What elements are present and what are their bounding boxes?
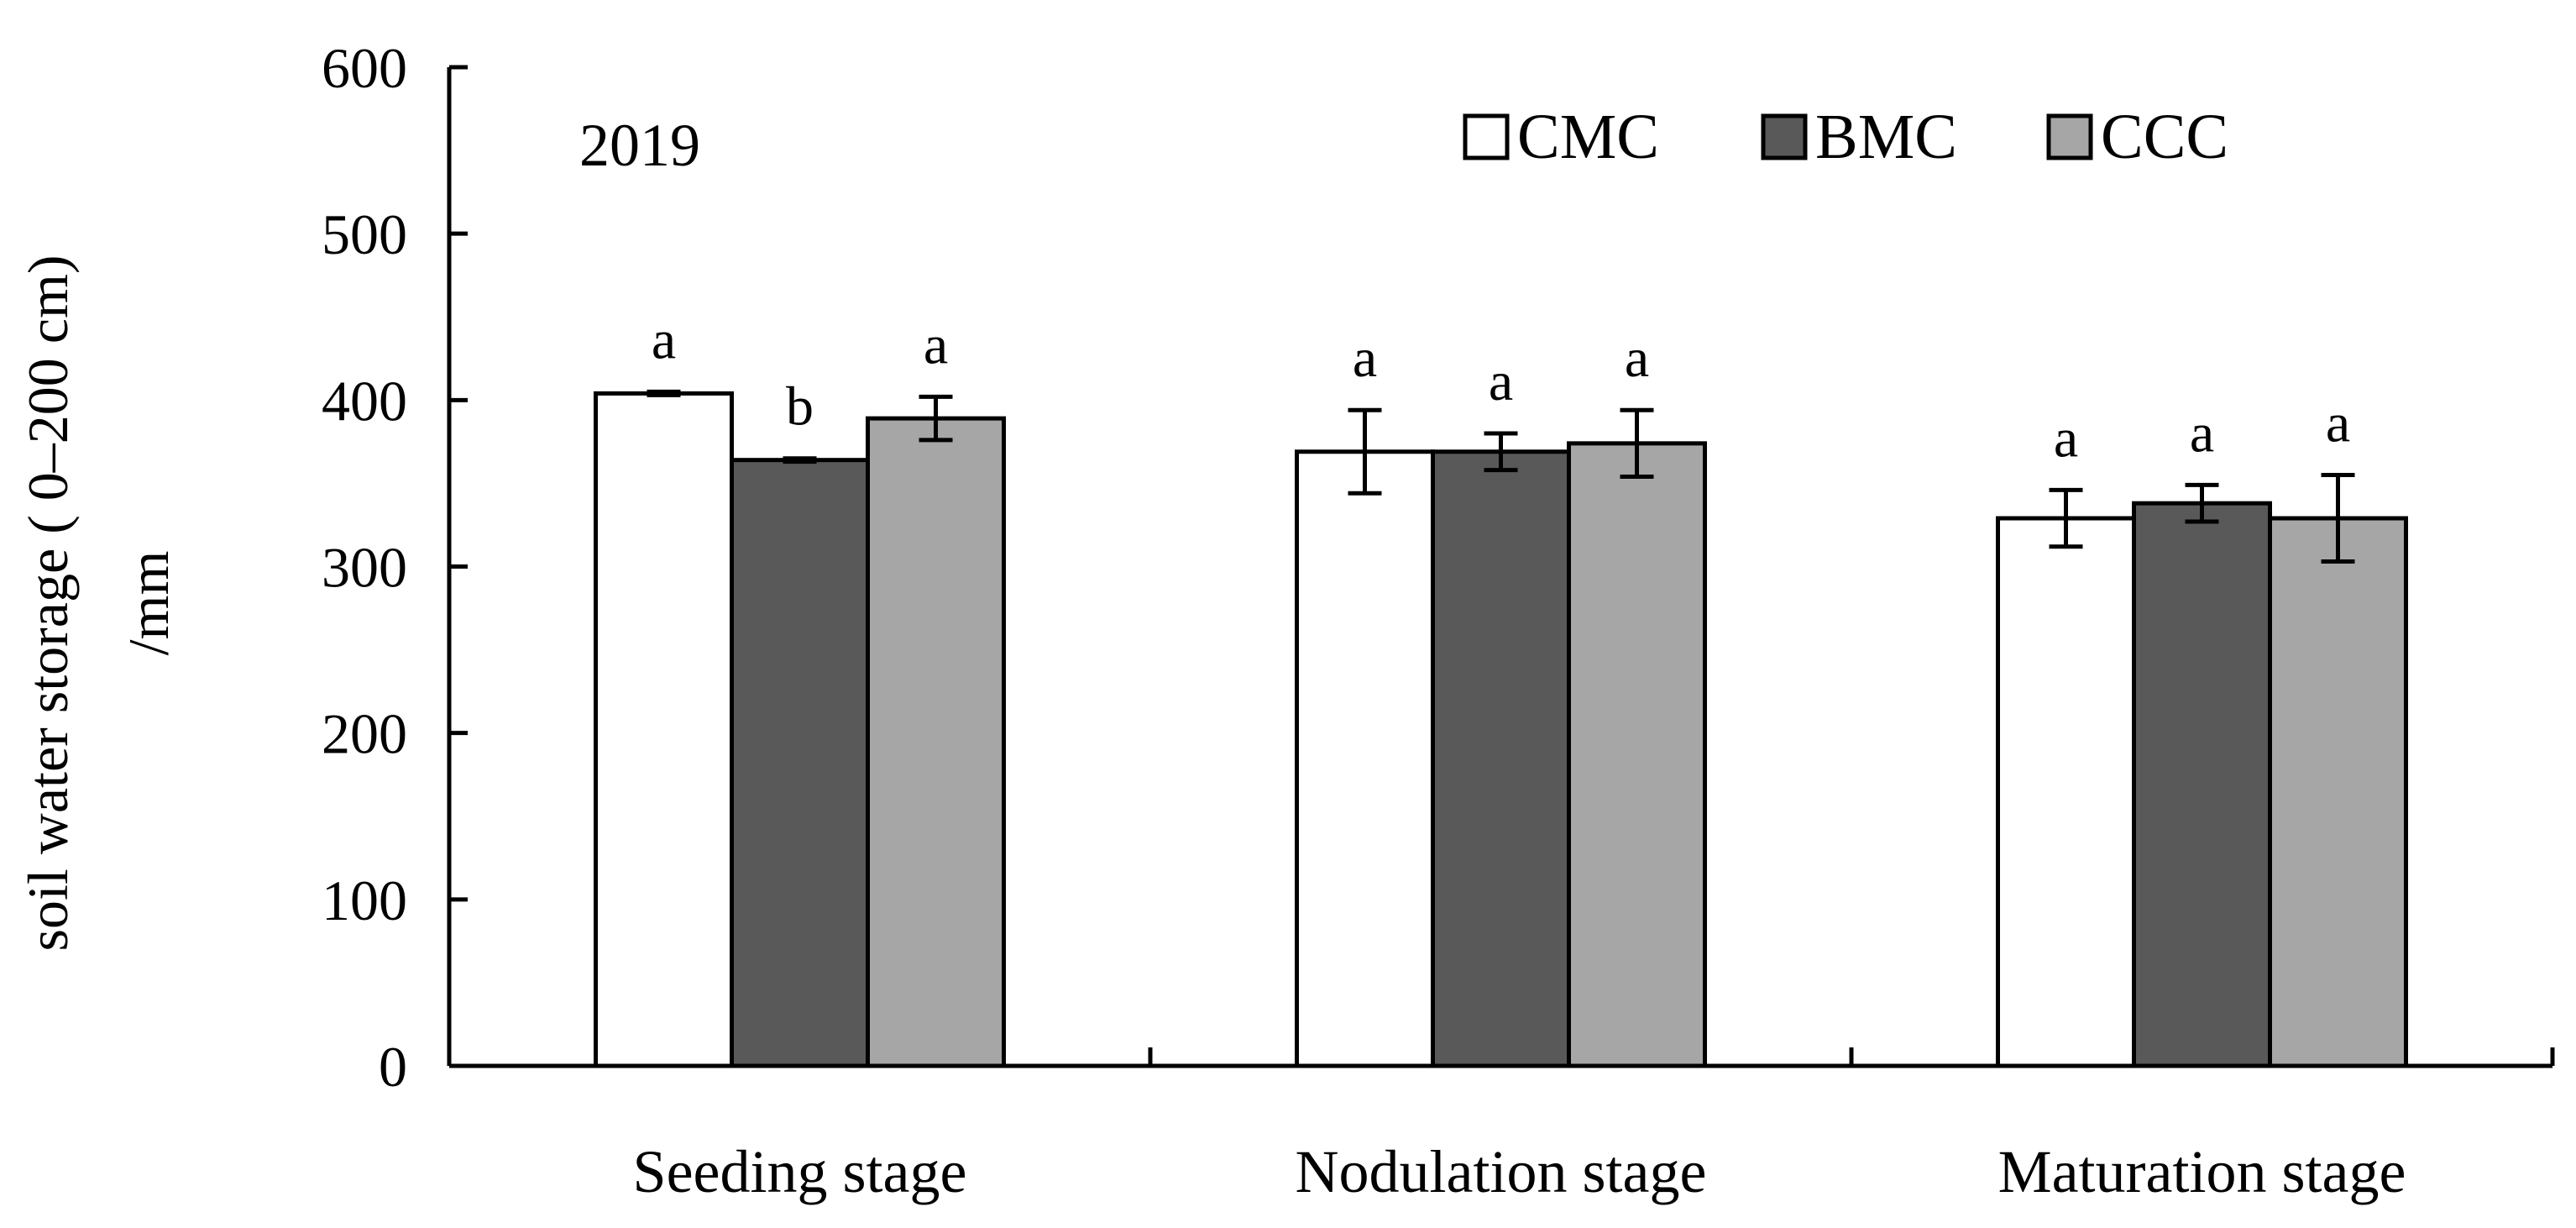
significance-letter: a <box>924 314 948 375</box>
bar-cmc <box>1996 516 2136 1068</box>
legend-swatch-cmc <box>1463 113 1510 160</box>
significance-letter: a <box>1489 351 1513 412</box>
y-tick-label: 100 <box>322 869 407 932</box>
significance-letter: a <box>2326 393 2350 454</box>
significance-letters: a b a a a a a a a <box>652 309 2350 469</box>
significance-letter: a <box>1353 328 1377 389</box>
bar-ccc <box>866 416 1006 1068</box>
x-tick-label: Seeding stage <box>633 1138 967 1205</box>
legend: CMC BMC CCC <box>1463 102 2228 172</box>
bar-ccc <box>2268 516 2408 1068</box>
bar-cmc <box>594 391 734 1068</box>
y-tick-label: 0 <box>379 1035 407 1099</box>
y-axis-title-line-1: soil water storage ( 0–200 cm) <box>16 255 80 952</box>
bar-ccc <box>1567 441 1707 1068</box>
y-axis-title-line-2: /mm <box>117 551 181 656</box>
significance-letter: a <box>2190 402 2214 464</box>
error-bars <box>647 389 2355 564</box>
significance-letter: b <box>786 376 814 438</box>
legend-label-bmc: BMC <box>1815 102 1957 172</box>
x-tick-label: Nodulation stage <box>1296 1138 1707 1205</box>
legend-label-ccc: CCC <box>2101 102 2228 172</box>
y-tick-label: 500 <box>322 202 407 266</box>
bar-bmc <box>2132 501 2272 1068</box>
axes: 0 100 200 300 400 500 600 Seeding stage Nodulati… <box>322 36 2555 1205</box>
significance-letter: a <box>2054 407 2078 469</box>
legend-swatch-ccc <box>2046 113 2093 160</box>
legend-swatch-bmc <box>1761 113 1808 160</box>
year-annotation: 2019 <box>579 112 700 179</box>
bar-bmc <box>1431 449 1571 1068</box>
bars <box>594 391 2408 1068</box>
legend-label-cmc: CMC <box>1517 102 1659 172</box>
x-tick-label: Maturation stage <box>1998 1138 2406 1205</box>
bar-cmc <box>1295 449 1435 1068</box>
bar-bmc <box>730 458 870 1068</box>
y-tick-label: 200 <box>322 702 407 766</box>
y-tick-label: 300 <box>322 536 407 600</box>
significance-letter: a <box>652 309 676 370</box>
y-tick-label: 400 <box>322 369 407 433</box>
significance-letter: a <box>1625 328 1649 389</box>
y-axis-title: soil water storage ( 0–200 cm) /mm <box>16 255 181 952</box>
y-tick-label: 600 <box>322 36 407 100</box>
